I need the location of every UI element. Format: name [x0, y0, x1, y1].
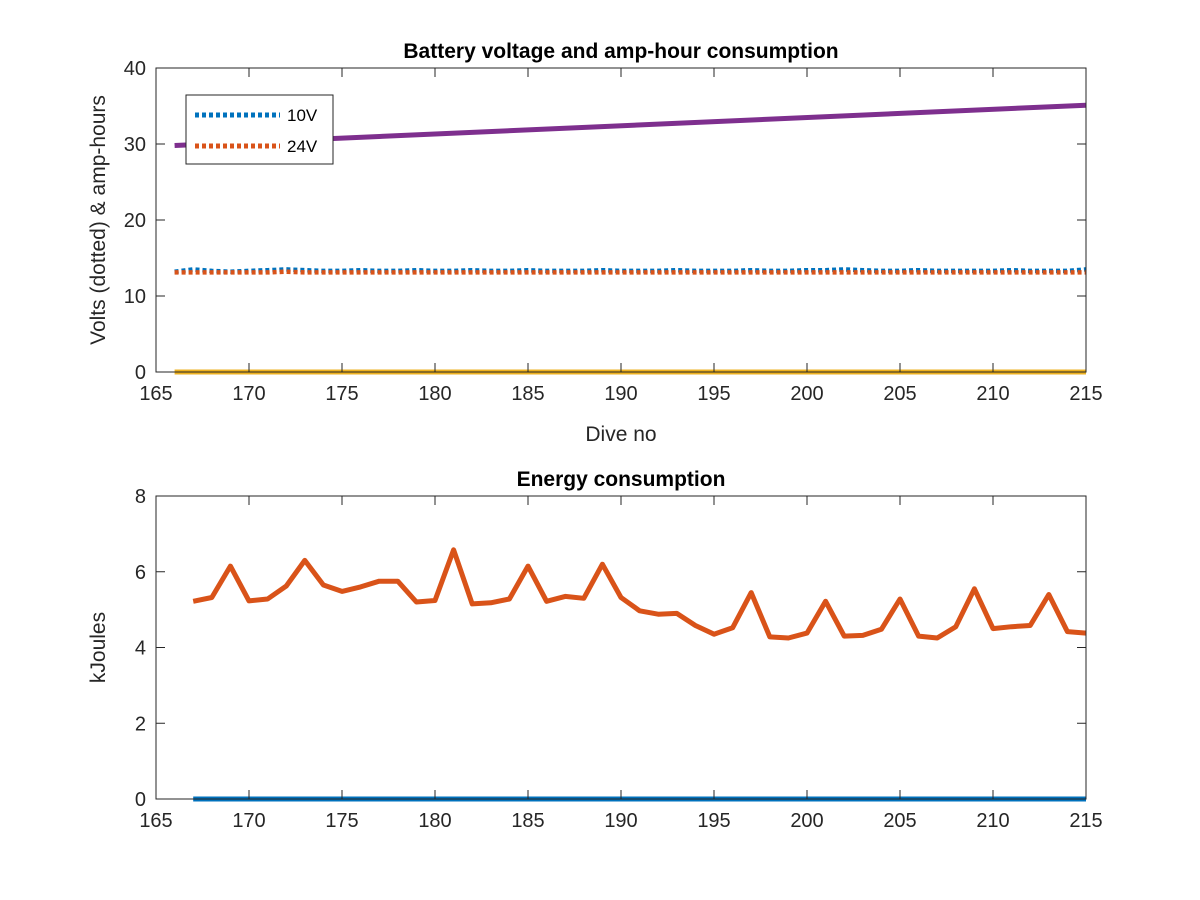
voltage-chart-title: Battery voltage and amp-hour consumption	[403, 40, 838, 63]
y-tick-label: 30	[124, 134, 146, 156]
x-tick-label: 210	[976, 383, 1009, 405]
x-tick-label: 165	[139, 383, 172, 405]
x-tick-label: 175	[325, 810, 358, 832]
y-tick-label: 20	[124, 210, 146, 232]
x-tick-label: 175	[325, 383, 358, 405]
y-tick-label: 40	[124, 58, 146, 80]
x-tick-label: 205	[883, 810, 916, 832]
x-tick-label: 215	[1069, 810, 1102, 832]
energy-chart: 165 170 175 180 185 190 195 200 205 210 215 0 2 4 6 8 E…	[87, 468, 1103, 832]
voltage-chart: 165 170 175 180 185 190 195 200 205 210 215 0 10 20 30…	[87, 40, 1103, 446]
x-tick-label: 200	[790, 810, 823, 832]
x-tick-label: 180	[418, 383, 451, 405]
series-line-0	[192, 547, 1087, 641]
legend-label-10v: 10V	[287, 106, 318, 125]
voltage-chart-y-axis-label: Volts (dotted) & amp-hours	[87, 95, 110, 345]
voltage-chart-x-axis-label: Dive no	[585, 423, 656, 446]
y-tick-label: 2	[135, 713, 146, 735]
x-tick-label: 185	[511, 383, 544, 405]
x-tick-label: 180	[418, 810, 451, 832]
x-tick-label: 185	[511, 810, 544, 832]
energy-chart-title: Energy consumption	[517, 468, 726, 491]
x-tick-label: 215	[1069, 383, 1102, 405]
x-tick-label: 165	[139, 810, 172, 832]
y-tick-label: 6	[135, 562, 146, 584]
y-tick-label: 4	[135, 638, 146, 660]
x-tick-label: 200	[790, 383, 823, 405]
x-tick-label: 205	[883, 383, 916, 405]
x-tick-label: 190	[604, 810, 637, 832]
x-tick-label: 170	[232, 810, 265, 832]
legend-label-24v: 24V	[287, 137, 318, 156]
x-tick-label: 195	[697, 810, 730, 832]
series-line-24v	[174, 269, 1086, 275]
energy-chart-ticks: 165 170 175 180 185 190 195 200 205 210 215 0 2 4 6 8	[135, 486, 1103, 832]
x-tick-label: 195	[697, 383, 730, 405]
y-tick-label: 0	[135, 789, 146, 811]
y-tick-label: 8	[135, 486, 146, 508]
x-tick-label: 210	[976, 810, 1009, 832]
energy-chart-y-axis-label: kJoules	[87, 612, 110, 683]
legend-box	[185, 94, 334, 165]
x-tick-label: 190	[604, 383, 637, 405]
y-tick-label: 0	[135, 362, 146, 384]
y-tick-label: 10	[124, 286, 146, 308]
voltage-chart-legend: 10V 24V	[185, 94, 334, 165]
voltage-chart-ticks: 165 170 175 180 185 190 195 200 205 210 215 0 10 20 30…	[124, 58, 1103, 405]
x-tick-label: 170	[232, 383, 265, 405]
